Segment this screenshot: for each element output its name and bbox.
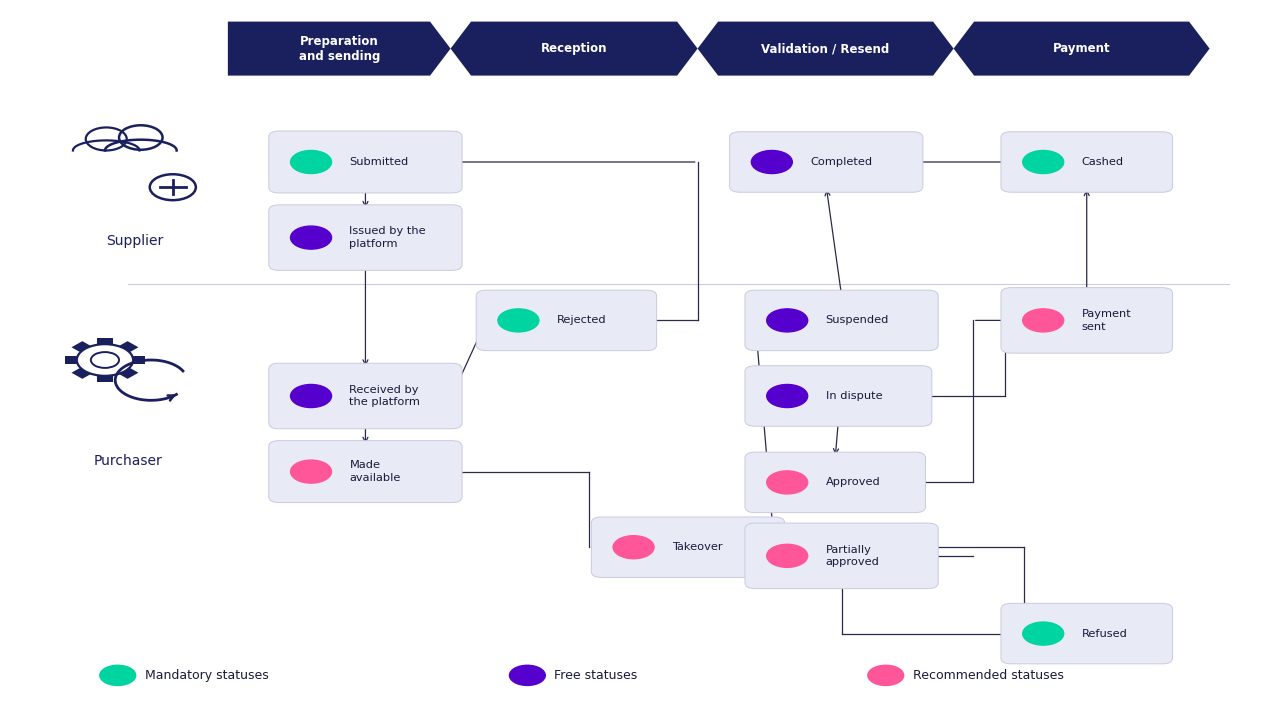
Text: Completed: Completed — [810, 157, 873, 167]
FancyBboxPatch shape — [269, 131, 462, 193]
Text: Recommended statuses: Recommended statuses — [913, 669, 1064, 682]
Text: Submitted: Submitted — [349, 157, 408, 167]
Text: Approved: Approved — [826, 477, 881, 487]
Circle shape — [1023, 309, 1064, 332]
Circle shape — [100, 665, 136, 685]
Polygon shape — [119, 368, 138, 379]
Polygon shape — [65, 356, 77, 364]
Text: Supplier: Supplier — [106, 234, 163, 248]
Text: In dispute: In dispute — [826, 391, 882, 401]
Circle shape — [291, 384, 332, 408]
Text: Made
available: Made available — [349, 460, 401, 483]
Polygon shape — [228, 22, 451, 76]
Text: Purchaser: Purchaser — [93, 454, 163, 468]
FancyBboxPatch shape — [269, 204, 462, 270]
Text: Refused: Refused — [1082, 629, 1128, 639]
FancyBboxPatch shape — [745, 452, 925, 513]
Circle shape — [291, 460, 332, 483]
Text: Takeover: Takeover — [672, 542, 723, 552]
Circle shape — [767, 544, 808, 567]
FancyBboxPatch shape — [269, 363, 462, 428]
Polygon shape — [133, 356, 145, 364]
FancyBboxPatch shape — [591, 517, 785, 577]
Polygon shape — [698, 22, 954, 76]
Text: Payment: Payment — [1052, 42, 1111, 55]
Circle shape — [498, 309, 539, 332]
Text: Preparation
and sending: Preparation and sending — [298, 35, 380, 63]
Circle shape — [150, 174, 196, 200]
Circle shape — [767, 309, 808, 332]
FancyBboxPatch shape — [745, 523, 938, 589]
Text: Validation / Resend: Validation / Resend — [762, 42, 890, 55]
Polygon shape — [97, 376, 113, 382]
FancyBboxPatch shape — [476, 290, 657, 351]
FancyBboxPatch shape — [730, 132, 923, 192]
Circle shape — [509, 665, 545, 685]
Polygon shape — [72, 341, 91, 352]
Circle shape — [1023, 622, 1064, 645]
Text: Partially
approved: Partially approved — [826, 544, 879, 567]
Circle shape — [291, 226, 332, 249]
Text: Rejected: Rejected — [557, 315, 607, 325]
Polygon shape — [119, 341, 138, 352]
Circle shape — [1023, 150, 1064, 174]
FancyBboxPatch shape — [1001, 287, 1172, 353]
Circle shape — [767, 384, 808, 408]
Circle shape — [767, 471, 808, 494]
Polygon shape — [72, 368, 91, 379]
Text: Received by
the platform: Received by the platform — [349, 384, 420, 408]
FancyBboxPatch shape — [745, 366, 932, 426]
Circle shape — [751, 150, 792, 174]
Circle shape — [613, 536, 654, 559]
Text: Reception: Reception — [541, 42, 607, 55]
Circle shape — [291, 150, 332, 174]
Text: Suspended: Suspended — [826, 315, 890, 325]
Text: Cashed: Cashed — [1082, 157, 1124, 167]
Polygon shape — [97, 338, 113, 344]
Text: Payment
sent: Payment sent — [1082, 309, 1132, 332]
FancyBboxPatch shape — [1001, 603, 1172, 664]
Text: Free statuses: Free statuses — [554, 669, 637, 682]
FancyBboxPatch shape — [745, 290, 938, 351]
FancyBboxPatch shape — [1001, 132, 1172, 192]
FancyBboxPatch shape — [269, 441, 462, 503]
Polygon shape — [954, 22, 1210, 76]
Text: Mandatory statuses: Mandatory statuses — [145, 669, 269, 682]
Polygon shape — [451, 22, 698, 76]
Circle shape — [868, 665, 904, 685]
Text: Issued by the
platform: Issued by the platform — [349, 226, 426, 249]
